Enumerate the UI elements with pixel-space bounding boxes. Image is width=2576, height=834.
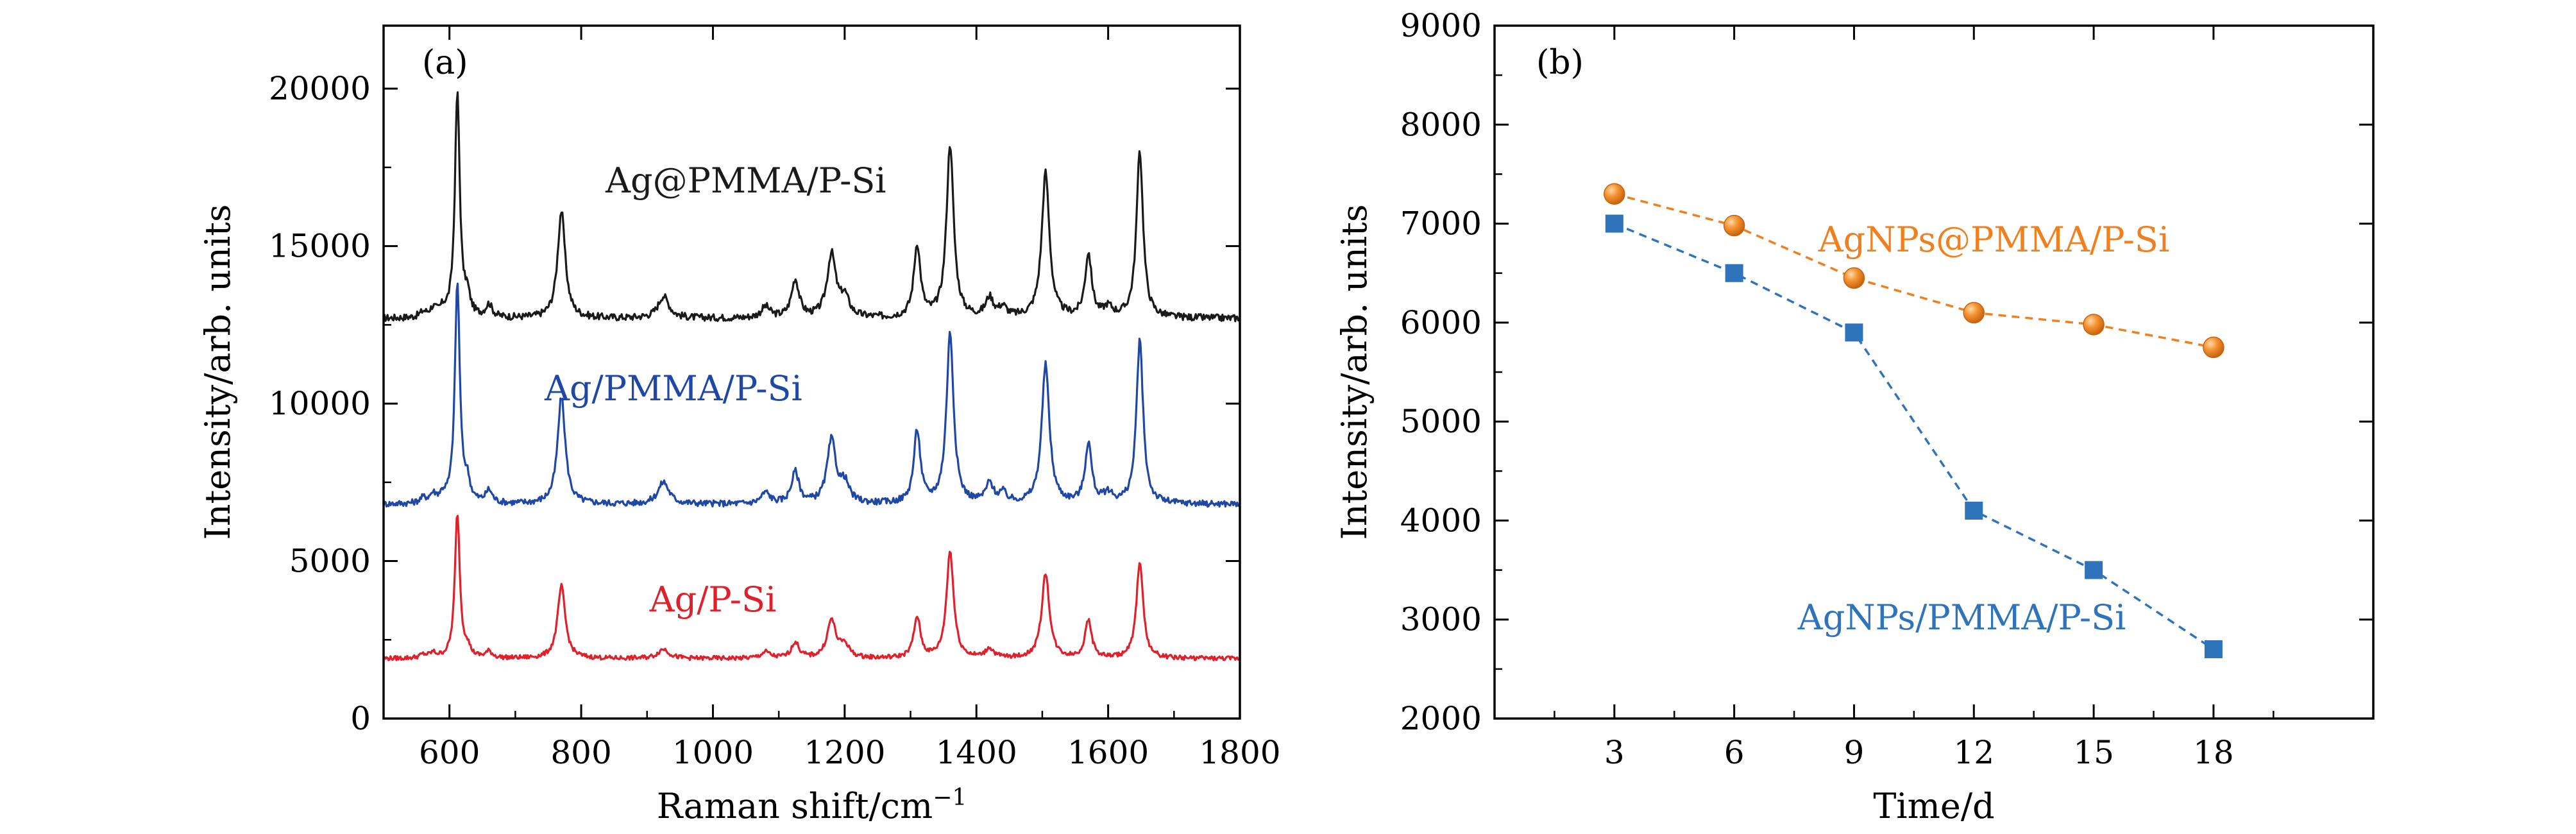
data-point-agnps-pmma-p-si xyxy=(1604,183,1625,205)
data-point-agnps-pmma-p-si xyxy=(1845,323,1863,342)
panel-b-y-tick-label: 7000 xyxy=(1400,205,1482,243)
panel-a-label: (a) xyxy=(422,44,468,82)
panel-b-ticks: 3 6 9 12 15 18 2000 3000 4000 5000 6000 7000 8000 900… xyxy=(1400,7,2373,771)
data-point-agnps-pmma-p-si xyxy=(2204,640,2223,658)
panel-b-y-tick-label: 2000 xyxy=(1400,700,1482,737)
series-label-agnps-pmma-p-si: AgNPs@PMMA/P-Si xyxy=(1818,219,2169,260)
panel-b-markers xyxy=(1604,183,2224,658)
panel-b-x-tick-label: 15 xyxy=(2073,734,2114,771)
panel-a-y-tick-label: 0 xyxy=(350,700,371,737)
panel-a-y-axis-label: Intensity/arb. units xyxy=(198,204,238,540)
panel-b-x-tick-label: 9 xyxy=(1844,734,1865,771)
data-point-agnps-pmma-p-si xyxy=(1723,214,1745,237)
panel-a-y-tick-label: 20000 xyxy=(269,70,371,107)
panel-a-x-tick-label: 600 xyxy=(419,734,480,771)
panel-b-y-axis-label: Intensity/arb. units xyxy=(1334,204,1375,540)
panel-b-label: (b) xyxy=(1536,44,1584,82)
data-point-agnps-pmma-p-si xyxy=(1963,302,1985,324)
panel-b-x-tick-label: 12 xyxy=(1953,734,1994,771)
panel-b-x-tick-label: 6 xyxy=(1724,734,1745,771)
panel-b-x-tick-label: 3 xyxy=(1604,734,1625,771)
series-label-agnps-pmma-p-si: AgNPs/PMMA/P-Si xyxy=(1797,597,2126,638)
series-line-agnps-pmma-p-si xyxy=(1614,222,2214,651)
panel-a-y-tick-label: 5000 xyxy=(289,543,371,580)
panel-b-series xyxy=(1614,192,2214,651)
panel-a-x-tick-label: 800 xyxy=(550,734,611,771)
panel-a-y-tick-label: 15000 xyxy=(269,228,371,265)
data-point-agnps-pmma-p-si xyxy=(1965,502,1983,520)
panel-b-x-tick-label: 18 xyxy=(2193,734,2234,771)
spectrum-line-ag-pmma-p-si xyxy=(384,91,1240,323)
data-point-agnps-pmma-p-si xyxy=(2203,336,2224,359)
series-line-agnps-pmma-p-si xyxy=(1614,192,2214,349)
series-label-ag-pmma-p-si: Ag@PMMA/P-Si xyxy=(605,160,886,201)
panel-b-y-tick-label: 5000 xyxy=(1400,403,1482,440)
series-label-ag-pmma-p-si: Ag/PMMA/P-Si xyxy=(544,368,802,409)
series-label-ag-p-si: Ag/P-Si xyxy=(649,579,777,620)
panel-b-y-tick-label: 3000 xyxy=(1400,601,1482,638)
panel-b-y-tick-label: 6000 xyxy=(1400,304,1482,341)
panel-b-y-tick-label: 9000 xyxy=(1400,7,1482,44)
panel-b-series-labels: AgNPs@PMMA/P-Si AgNPs/PMMA/P-Si xyxy=(1797,219,2169,638)
panel-a: 600 800 1000 1200 1400 1600 1800 0 5000 10000 1500… xyxy=(198,24,1281,826)
panel-a-x-tick-label: 1800 xyxy=(1199,734,1280,771)
panel-a-x-axis-label: Raman shift/cm−1 xyxy=(657,785,967,826)
data-point-agnps-pmma-p-si xyxy=(1725,264,1743,282)
panel-a-x-axis-label-main: Raman shift/cm xyxy=(657,786,933,826)
panel-a-x-tick-label: 1000 xyxy=(672,734,754,771)
panel-b-y-tick-label: 8000 xyxy=(1400,106,1482,143)
panel-a-x-tick-label: 1200 xyxy=(804,734,885,771)
panel-a-ticks: 600 800 1000 1200 1400 1600 1800 0 5000 10000 1500… xyxy=(269,26,1281,771)
panel-a-y-tick-label: 10000 xyxy=(269,385,371,422)
data-point-agnps-pmma-p-si xyxy=(1605,214,1623,233)
panel-b-y-tick-label: 4000 xyxy=(1400,502,1482,539)
data-point-agnps-pmma-p-si xyxy=(2083,314,2105,336)
panel-a-x-tick-label: 1600 xyxy=(1067,734,1149,771)
panel-a-spectra xyxy=(384,91,1240,661)
data-point-agnps-pmma-p-si xyxy=(1843,267,1865,289)
panel-a-x-tick-label: 1400 xyxy=(936,734,1017,771)
panel-b: 3 6 9 12 15 18 2000 3000 4000 5000 6000 7000 8000 900… xyxy=(1334,7,2375,826)
panel-a-plot-frame xyxy=(382,24,1241,720)
data-point-agnps-pmma-p-si xyxy=(2085,561,2103,579)
spectrum-line-ag-pmma-p-si xyxy=(384,282,1239,508)
spectrum-line-ag-p-si xyxy=(384,515,1240,661)
panel-a-series-labels: Ag@PMMA/P-Si Ag/PMMA/P-Si Ag/P-Si xyxy=(544,160,886,620)
panel-b-x-axis-label: Time/d xyxy=(1873,786,1994,826)
panel-a-x-axis-label-superscript: −1 xyxy=(933,785,967,811)
